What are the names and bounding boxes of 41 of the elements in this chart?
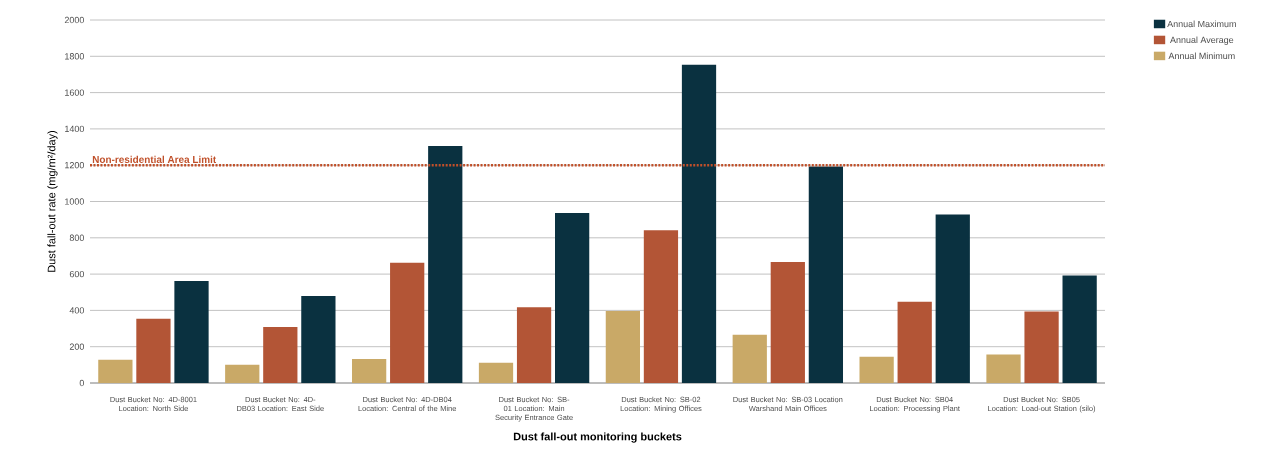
y-tick-label: 0: [79, 379, 85, 387]
bar: [301, 296, 336, 383]
bar: [263, 327, 298, 383]
y-tick-label: 1200: [65, 162, 84, 169]
bar: [808, 166, 844, 383]
bar: [681, 64, 717, 383]
bar: [352, 359, 387, 383]
bar: [428, 145, 463, 383]
y-tick-label: 1400: [65, 125, 84, 133]
bar: [478, 362, 514, 383]
legend-label: Annual Maximum: [1167, 20, 1236, 28]
bar: [136, 318, 171, 383]
bar: [390, 262, 425, 383]
bar: [555, 213, 590, 383]
y-tick-label: 600: [69, 270, 85, 278]
y-tick-label: 800: [69, 234, 85, 241]
bar: [225, 364, 260, 383]
bar: [174, 281, 209, 383]
bar: [897, 301, 932, 383]
bar: [770, 261, 805, 383]
y-tick-label: 1600: [65, 89, 84, 96]
bar: [935, 214, 970, 383]
y-tick-label: 2000: [64, 16, 84, 24]
bar: [1024, 311, 1059, 383]
bar: [516, 307, 552, 383]
y-tick-label: 1800: [65, 53, 84, 60]
bar: [605, 310, 641, 383]
x-axis-title: Dust fall-out monitoring buckets: [513, 432, 682, 443]
y-tick-label: 400: [69, 307, 85, 314]
bar: [1062, 275, 1097, 383]
bar: [859, 356, 894, 383]
legend-label: Annual Minimum: [1168, 52, 1235, 60]
bar: [98, 359, 133, 383]
bar: [986, 354, 1021, 383]
y-tick-label: 200: [69, 343, 85, 350]
ref-line-label: Non-residential Area Limit: [92, 155, 217, 163]
y-tick-label: 1000: [65, 198, 84, 205]
bar: [643, 230, 679, 383]
legend-label: Annual Average: [1170, 36, 1234, 45]
bar: [732, 334, 767, 383]
y-axis-title: Dust fall-out rate (mg/m²/day): [47, 130, 58, 272]
